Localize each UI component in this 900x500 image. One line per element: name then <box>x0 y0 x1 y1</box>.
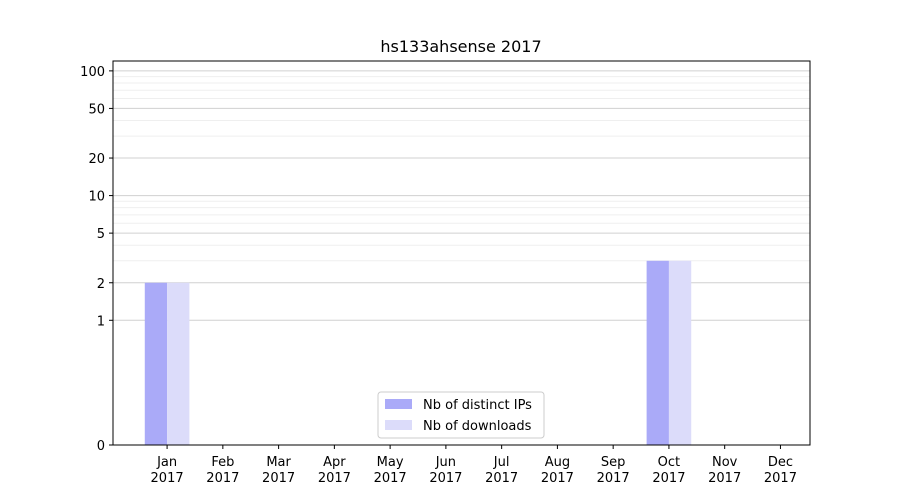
x-tick-label: May 2017 <box>374 455 407 486</box>
x-tick-label: Apr 2017 <box>318 455 351 486</box>
y-tick-label: 50 <box>88 102 105 117</box>
y-tick-label: 20 <box>88 152 105 167</box>
y-tick-label: 10 <box>88 190 105 205</box>
x-tick-label: Jan 2017 <box>151 455 184 486</box>
y-tick-label: 1 <box>97 314 105 329</box>
y-tick-label: 100 <box>80 65 105 80</box>
y-tick-label: 5 <box>97 227 105 242</box>
legend-box <box>377 391 545 439</box>
y-tick-label: 0 <box>97 439 105 454</box>
x-tick-label: Mar 2017 <box>262 455 295 486</box>
x-tick-label: Feb 2017 <box>206 455 239 486</box>
y-tick-label: 2 <box>97 277 105 292</box>
legend-label: Nb of downloads <box>423 419 532 434</box>
x-tick-label: Jul 2017 <box>485 455 518 486</box>
x-tick-label: Nov 2017 <box>708 455 741 486</box>
chart-legend: Nb of distinct IPs Nb of downloads <box>377 391 545 439</box>
legend-swatch <box>385 399 412 409</box>
x-tick-label: Sep 2017 <box>597 455 630 486</box>
legend-label: Nb of distinct IPs <box>423 398 532 413</box>
chart-title: hs133ahsense 2017 <box>380 37 541 56</box>
bar-distinct-ips <box>144 282 168 445</box>
x-tick-label: Dec 2017 <box>764 455 797 486</box>
x-tick-label: Oct 2017 <box>652 455 685 486</box>
bar-downloads <box>167 282 190 445</box>
x-tick-label: Aug 2017 <box>541 455 574 486</box>
axes-layer: 0 1 2 5 10 20 50 100 Jan 2017 Feb 2017 Mar 2017 Apr 201… <box>80 60 811 486</box>
bar-distinct-ips <box>646 260 669 445</box>
plot-frame <box>112 60 811 446</box>
legend-swatch <box>385 420 412 430</box>
bars-layer <box>144 260 692 445</box>
x-tick-label: Jun 2017 <box>429 455 462 486</box>
grid-layer <box>113 70 810 321</box>
bar-downloads <box>668 260 692 445</box>
